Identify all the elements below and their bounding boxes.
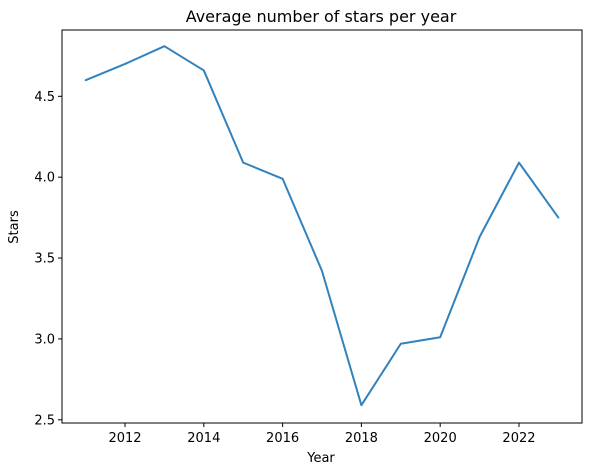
x-tick-label: 2016 [266, 431, 299, 446]
y-tick-label: 3.0 [34, 332, 55, 347]
y-axis-label: Stars [7, 210, 22, 244]
x-tick-label: 2020 [424, 431, 457, 446]
y-tick-label: 4.0 [34, 171, 55, 186]
plot-area [61, 29, 583, 424]
y-tick-label: 2.5 [34, 413, 55, 428]
x-axis-label: Year [306, 451, 335, 466]
x-tick-label: 2012 [108, 431, 141, 446]
x-tick-label: 2022 [502, 431, 535, 446]
y-axis-ticks: 2.5 3.0 3.5 4.0 4.5 [34, 90, 62, 428]
y-tick-label: 4.5 [34, 90, 55, 105]
x-tick-label: 2014 [187, 431, 220, 446]
series-group [84, 45, 560, 407]
chart-title: Average number of stars per year [186, 7, 457, 26]
x-axis-ticks: 2012 2014 2016 2018 2020 2022 [108, 423, 536, 446]
y-tick-label: 3.5 [34, 252, 55, 267]
x-tick-label: 2018 [345, 431, 378, 446]
